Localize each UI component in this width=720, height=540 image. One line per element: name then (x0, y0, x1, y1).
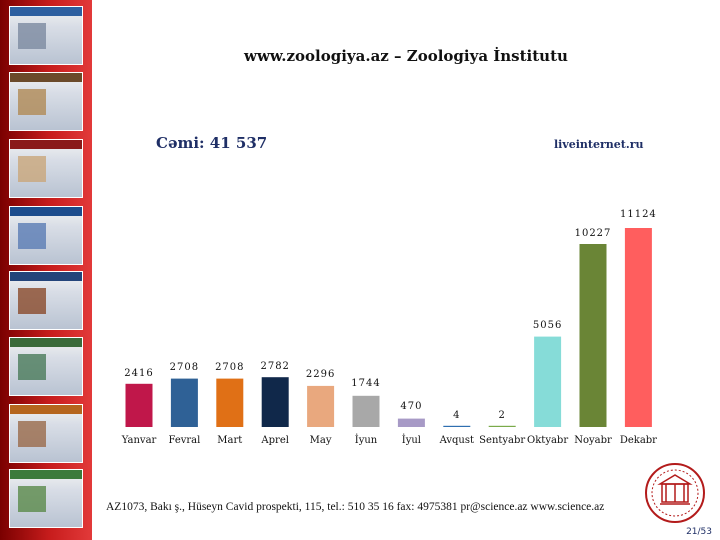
value-label: 10227 (575, 228, 612, 239)
bar-mart (216, 378, 244, 427)
category-label: İyul (402, 434, 421, 446)
footer-contact-info: AZ1073, Bakı ş., Hüseyn Cavid prospekti,… (106, 501, 605, 513)
site-screenshot-thumbnail (9, 6, 83, 65)
value-label: 5056 (533, 320, 562, 331)
site-screenshot-thumbnail (9, 337, 83, 396)
page-number: 21/53 (686, 527, 712, 537)
category-label: Yanvar (121, 435, 157, 446)
value-label: 1744 (351, 378, 380, 389)
bar-oktyabr (534, 336, 562, 427)
sidebar-thumbnails (0, 0, 92, 540)
value-label: 2708 (170, 362, 199, 373)
bar-yanvar (125, 383, 153, 427)
page-title: www.zoologiya.az – Zoologiya İnstitutu (244, 47, 568, 65)
category-label: May (310, 435, 332, 446)
bar-avqust (443, 425, 471, 427)
value-label: 4 (453, 410, 460, 421)
category-label: Oktyabr (527, 435, 568, 446)
value-label: 2296 (306, 369, 335, 380)
value-label: 2708 (215, 362, 244, 373)
bar-sentyabr (488, 425, 516, 427)
bar-may (307, 385, 335, 427)
total-visits-label: Cəmi: 41 537 (156, 134, 268, 152)
category-label: İyun (355, 434, 378, 446)
category-label: Mart (217, 435, 242, 446)
value-label: 2 (499, 410, 506, 421)
site-screenshot-thumbnail (9, 271, 83, 330)
source-label: liveinternet.ru (554, 138, 644, 151)
bar-noyabr (579, 244, 607, 427)
category-label: Sentyabr (479, 435, 525, 446)
science-seal-icon (645, 463, 705, 523)
category-label: Noyabr (574, 435, 612, 446)
category-label: Avqust (439, 435, 474, 446)
bar-dekabr (624, 228, 652, 427)
bar-aprel (261, 377, 289, 427)
bar-i̇yul (397, 418, 425, 427)
bar-fevral (170, 378, 198, 427)
bar-i̇yun (352, 395, 380, 427)
category-label: Dekabr (620, 435, 657, 446)
category-label: Aprel (260, 435, 289, 446)
category-label: Fevral (168, 435, 200, 446)
value-label: 11124 (620, 209, 657, 220)
site-screenshot-thumbnail (9, 139, 83, 198)
value-label: 2416 (124, 368, 153, 379)
value-label: 2782 (260, 361, 289, 372)
site-screenshot-thumbnail (9, 404, 83, 463)
value-label: 470 (400, 401, 422, 412)
site-screenshot-thumbnail (9, 206, 83, 265)
site-screenshot-thumbnail (9, 72, 83, 131)
site-screenshot-thumbnail (9, 469, 83, 528)
